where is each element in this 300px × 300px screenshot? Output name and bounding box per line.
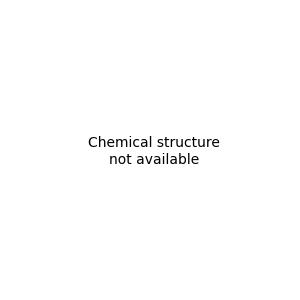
Text: Chemical structure
not available: Chemical structure not available	[88, 136, 220, 166]
